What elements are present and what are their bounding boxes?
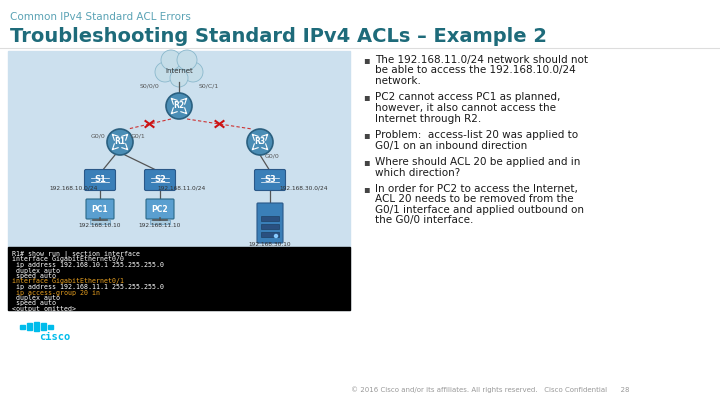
Text: interface GigabitEthernet0/1: interface GigabitEthernet0/1 bbox=[12, 279, 124, 284]
Text: speed auto: speed auto bbox=[12, 301, 56, 307]
Text: 192.168.10.10: 192.168.10.10 bbox=[78, 223, 121, 228]
Bar bbox=[261, 216, 279, 221]
Bar bbox=[261, 224, 279, 229]
Text: however, it also cannot access the: however, it also cannot access the bbox=[375, 103, 556, 113]
Text: Problem:  access-list 20 was applied to: Problem: access-list 20 was applied to bbox=[375, 130, 578, 140]
Text: Internet through R2.: Internet through R2. bbox=[375, 113, 481, 124]
Text: G0/1 on an inbound direction: G0/1 on an inbound direction bbox=[375, 141, 527, 151]
Text: G0/0: G0/0 bbox=[265, 153, 280, 158]
Text: 192.168.10.0/24: 192.168.10.0/24 bbox=[50, 186, 98, 191]
Text: Internet: Internet bbox=[165, 68, 193, 74]
Text: PC2 cannot access PC1 as planned,: PC2 cannot access PC1 as planned, bbox=[375, 92, 560, 102]
Bar bbox=[261, 232, 279, 237]
Text: R2: R2 bbox=[174, 102, 184, 111]
Circle shape bbox=[177, 50, 197, 70]
Text: ip address 192.168.10.1 255.255.255.0: ip address 192.168.10.1 255.255.255.0 bbox=[12, 262, 164, 268]
Bar bbox=[48, 325, 53, 329]
Text: S0/0/0: S0/0/0 bbox=[139, 84, 159, 89]
Circle shape bbox=[274, 234, 277, 237]
Bar bbox=[8, 247, 350, 310]
Text: S1: S1 bbox=[94, 175, 106, 185]
Text: ▪: ▪ bbox=[363, 130, 369, 140]
Text: PC2: PC2 bbox=[152, 205, 168, 213]
FancyBboxPatch shape bbox=[145, 170, 176, 190]
Text: Troubleshooting Standard IPv4 ACLs – Example 2: Troubleshooting Standard IPv4 ACLs – Exa… bbox=[10, 27, 547, 46]
Text: duplex auto: duplex auto bbox=[12, 295, 60, 301]
FancyBboxPatch shape bbox=[257, 203, 283, 243]
Text: G0/1: G0/1 bbox=[130, 133, 145, 138]
Bar bbox=[8, 51, 350, 310]
Text: In order for PC2 to access the Internet,: In order for PC2 to access the Internet, bbox=[375, 184, 578, 194]
Bar bbox=[34, 322, 38, 331]
Text: ip address 192.168.11.1 255.255.255.0: ip address 192.168.11.1 255.255.255.0 bbox=[12, 284, 164, 290]
Text: R1# show run | section interface: R1# show run | section interface bbox=[12, 251, 140, 258]
Bar bbox=[41, 323, 45, 330]
Circle shape bbox=[166, 55, 192, 81]
Text: ACL 20 needs to be removed from the: ACL 20 needs to be removed from the bbox=[375, 194, 574, 205]
Text: G0/0: G0/0 bbox=[91, 133, 105, 138]
Text: 192.168.11.0/24: 192.168.11.0/24 bbox=[158, 186, 206, 191]
Circle shape bbox=[107, 129, 133, 155]
Text: G0/1 interface and applied outbound on: G0/1 interface and applied outbound on bbox=[375, 205, 584, 215]
Bar bbox=[90, 220, 110, 224]
FancyBboxPatch shape bbox=[86, 199, 114, 219]
Text: the G0/0 interface.: the G0/0 interface. bbox=[375, 215, 473, 226]
Text: interface GigabitEthernet0/0: interface GigabitEthernet0/0 bbox=[12, 256, 124, 262]
Text: 192.168.30.0/24: 192.168.30.0/24 bbox=[280, 186, 328, 191]
Text: S3: S3 bbox=[264, 175, 276, 185]
Text: ▪: ▪ bbox=[363, 157, 369, 167]
Text: cisco: cisco bbox=[40, 332, 71, 342]
FancyBboxPatch shape bbox=[84, 170, 115, 190]
Circle shape bbox=[166, 93, 192, 119]
Text: S2: S2 bbox=[154, 175, 166, 185]
Text: be able to access the 192.168.10.0/24: be able to access the 192.168.10.0/24 bbox=[375, 66, 576, 75]
Text: S0/C/1: S0/C/1 bbox=[199, 84, 219, 89]
Text: Common IPv4 Standard ACL Errors: Common IPv4 Standard ACL Errors bbox=[10, 12, 191, 22]
Text: Where should ACL 20 be applied and in: Where should ACL 20 be applied and in bbox=[375, 157, 580, 167]
Text: ▪: ▪ bbox=[363, 55, 369, 65]
Text: <output omitted>: <output omitted> bbox=[12, 306, 76, 312]
Bar bbox=[27, 323, 32, 330]
Text: R3: R3 bbox=[254, 138, 266, 147]
Bar bbox=[150, 220, 170, 224]
FancyBboxPatch shape bbox=[254, 170, 286, 190]
Text: 192.168.11.10: 192.168.11.10 bbox=[139, 223, 181, 228]
Bar bbox=[20, 325, 24, 329]
Text: R1: R1 bbox=[114, 138, 125, 147]
Text: network.: network. bbox=[375, 76, 421, 86]
Text: duplex auto: duplex auto bbox=[12, 267, 60, 273]
Text: The 192.168.11.0/24 network should not: The 192.168.11.0/24 network should not bbox=[375, 55, 588, 65]
Circle shape bbox=[247, 129, 273, 155]
Circle shape bbox=[161, 50, 181, 70]
Circle shape bbox=[183, 62, 203, 82]
Text: which direction?: which direction? bbox=[375, 168, 460, 177]
Text: 192.168.30.10: 192.168.30.10 bbox=[248, 242, 292, 247]
Text: speed auto: speed auto bbox=[12, 273, 56, 279]
Circle shape bbox=[170, 69, 188, 87]
Text: © 2016 Cisco and/or its affiliates. All rights reserved.   Cisco Confidential   : © 2016 Cisco and/or its affiliates. All … bbox=[351, 386, 629, 393]
FancyBboxPatch shape bbox=[146, 199, 174, 219]
Text: ▪: ▪ bbox=[363, 184, 369, 194]
Text: ▪: ▪ bbox=[363, 92, 369, 102]
Circle shape bbox=[155, 62, 175, 82]
Text: ip access-group 20 in: ip access-group 20 in bbox=[12, 290, 100, 296]
Text: PC1: PC1 bbox=[91, 205, 108, 213]
